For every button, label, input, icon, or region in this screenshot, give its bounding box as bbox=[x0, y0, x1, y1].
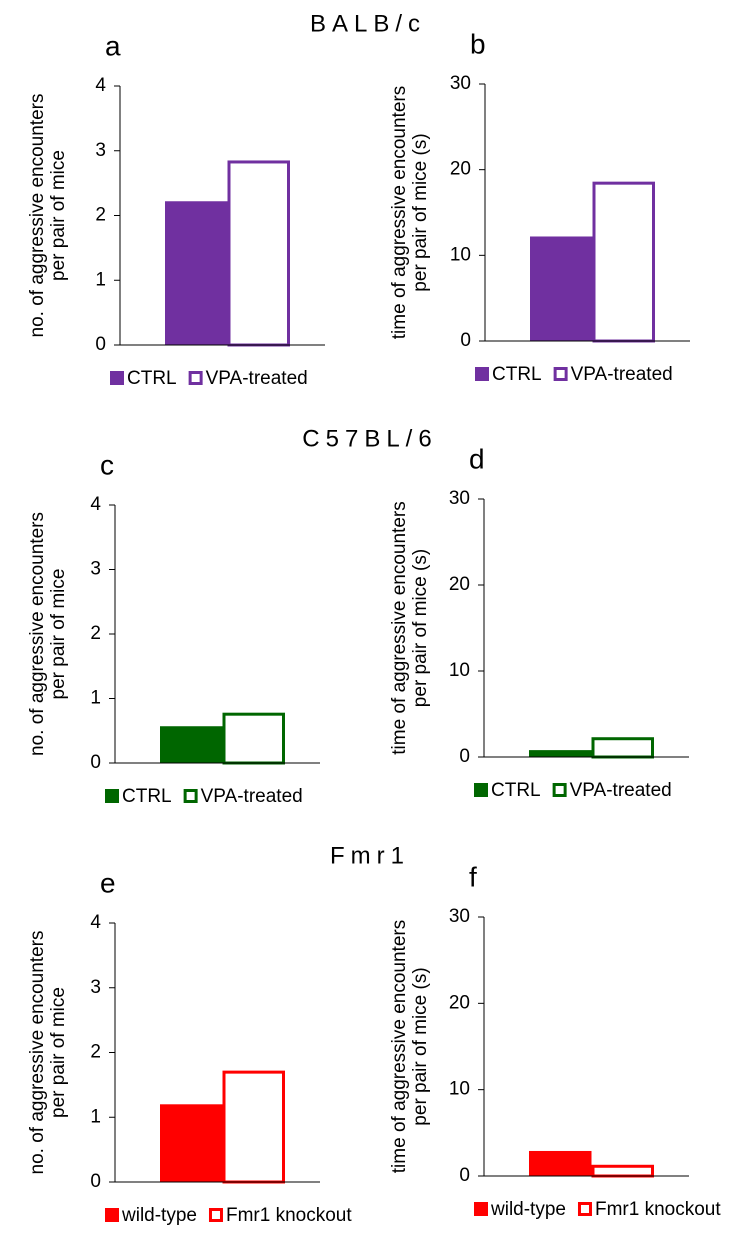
legend-label: VPA-treated bbox=[201, 786, 303, 807]
legend-label: Fmr1 knockout bbox=[226, 1205, 352, 1226]
y-tick-label: 4 bbox=[90, 912, 101, 933]
y-tick-label: 0 bbox=[459, 1165, 470, 1186]
y-axis-label: time of aggressive encounters bbox=[389, 501, 410, 754]
bar bbox=[160, 1104, 223, 1182]
legend-swatch bbox=[553, 367, 568, 381]
y-tick-label: 0 bbox=[460, 330, 471, 351]
y-axis-label: no. of aggressive encounters bbox=[27, 931, 48, 1175]
panel-label: f bbox=[469, 861, 477, 892]
panel-label: d bbox=[469, 443, 485, 474]
group-title: C57BL/6 bbox=[302, 425, 437, 452]
y-tick-label: 10 bbox=[449, 1079, 470, 1100]
legend-swatch bbox=[474, 783, 488, 797]
bar bbox=[160, 726, 223, 763]
y-tick-label: 30 bbox=[449, 488, 470, 509]
y-axis-label: no. of aggressive encounters bbox=[27, 94, 48, 338]
y-axis-label: per pair of mice (s) bbox=[410, 133, 431, 291]
y-tick-label: 30 bbox=[449, 906, 470, 927]
legend-label: CTRL bbox=[492, 364, 542, 385]
bar bbox=[592, 181, 655, 343]
y-tick-label: 3 bbox=[90, 977, 101, 998]
group-title: Fmr1 bbox=[330, 842, 410, 869]
y-tick-label: 10 bbox=[450, 244, 471, 265]
legend-swatch bbox=[577, 1202, 592, 1216]
bar bbox=[165, 201, 228, 345]
legend-label: CTRL bbox=[122, 786, 172, 807]
legend-label: VPA-treated bbox=[571, 364, 673, 385]
y-tick-label: 2 bbox=[90, 1042, 101, 1063]
y-tick-label: 1 bbox=[90, 1106, 101, 1127]
legend-swatch bbox=[208, 1208, 223, 1222]
y-tick-label: 2 bbox=[90, 623, 101, 644]
y-axis-label: time of aggressive encounters bbox=[389, 86, 410, 339]
bar bbox=[227, 160, 290, 347]
legend-swatch bbox=[188, 371, 203, 385]
legend-label: wild-type bbox=[121, 1205, 197, 1226]
y-tick-label: 10 bbox=[449, 660, 470, 681]
y-tick-label: 20 bbox=[449, 992, 470, 1013]
panel-label: a bbox=[105, 30, 121, 61]
bar bbox=[591, 737, 654, 759]
legend-label: Fmr1 knockout bbox=[595, 1199, 721, 1220]
y-tick-label: 20 bbox=[450, 159, 471, 180]
y-axis-label: per pair of mice bbox=[48, 569, 69, 700]
y-axis-label: per pair of mice bbox=[48, 150, 69, 281]
y-axis-label: per pair of mice bbox=[48, 987, 69, 1118]
bar bbox=[222, 712, 285, 765]
legend-label: CTRL bbox=[127, 368, 177, 389]
legend-swatch bbox=[110, 371, 124, 385]
bar bbox=[530, 236, 593, 341]
bar bbox=[529, 1150, 592, 1176]
legend-swatch bbox=[475, 367, 489, 381]
y-tick-label: 0 bbox=[459, 746, 470, 767]
legend-swatch bbox=[183, 789, 198, 803]
legend-label: CTRL bbox=[491, 780, 541, 801]
y-tick-label: 1 bbox=[95, 269, 106, 290]
panel-label: e bbox=[100, 867, 116, 898]
bar bbox=[591, 1164, 654, 1178]
panel-label: b bbox=[470, 28, 486, 59]
bar bbox=[222, 1070, 285, 1184]
legend-swatch bbox=[105, 1208, 119, 1222]
legend-label: VPA-treated bbox=[570, 780, 672, 801]
y-tick-label: 2 bbox=[95, 205, 106, 226]
y-tick-label: 4 bbox=[95, 75, 106, 96]
y-tick-label: 0 bbox=[95, 334, 106, 355]
y-axis-label: per pair of mice (s) bbox=[410, 549, 431, 707]
legend-swatch bbox=[552, 783, 567, 797]
y-tick-label: 3 bbox=[95, 140, 106, 161]
legend-swatch bbox=[474, 1202, 488, 1216]
legend-label: wild-type bbox=[490, 1199, 566, 1220]
y-tick-label: 0 bbox=[90, 1171, 101, 1192]
y-tick-label: 1 bbox=[90, 688, 101, 709]
y-tick-label: 20 bbox=[449, 574, 470, 595]
panel-label: c bbox=[100, 449, 114, 480]
bar bbox=[529, 750, 592, 757]
y-tick-label: 3 bbox=[90, 559, 101, 580]
y-axis-label: time of aggressive encounters bbox=[389, 920, 410, 1173]
y-tick-label: 30 bbox=[450, 73, 471, 94]
group-title: BALB/c bbox=[310, 10, 426, 37]
legend-swatch bbox=[105, 789, 119, 803]
y-axis-label: per pair of mice (s) bbox=[410, 967, 431, 1125]
y-tick-label: 0 bbox=[90, 752, 101, 773]
y-tick-label: 4 bbox=[90, 494, 101, 515]
legend-label: VPA-treated bbox=[206, 368, 308, 389]
y-axis-label: no. of aggressive encounters bbox=[27, 512, 48, 756]
